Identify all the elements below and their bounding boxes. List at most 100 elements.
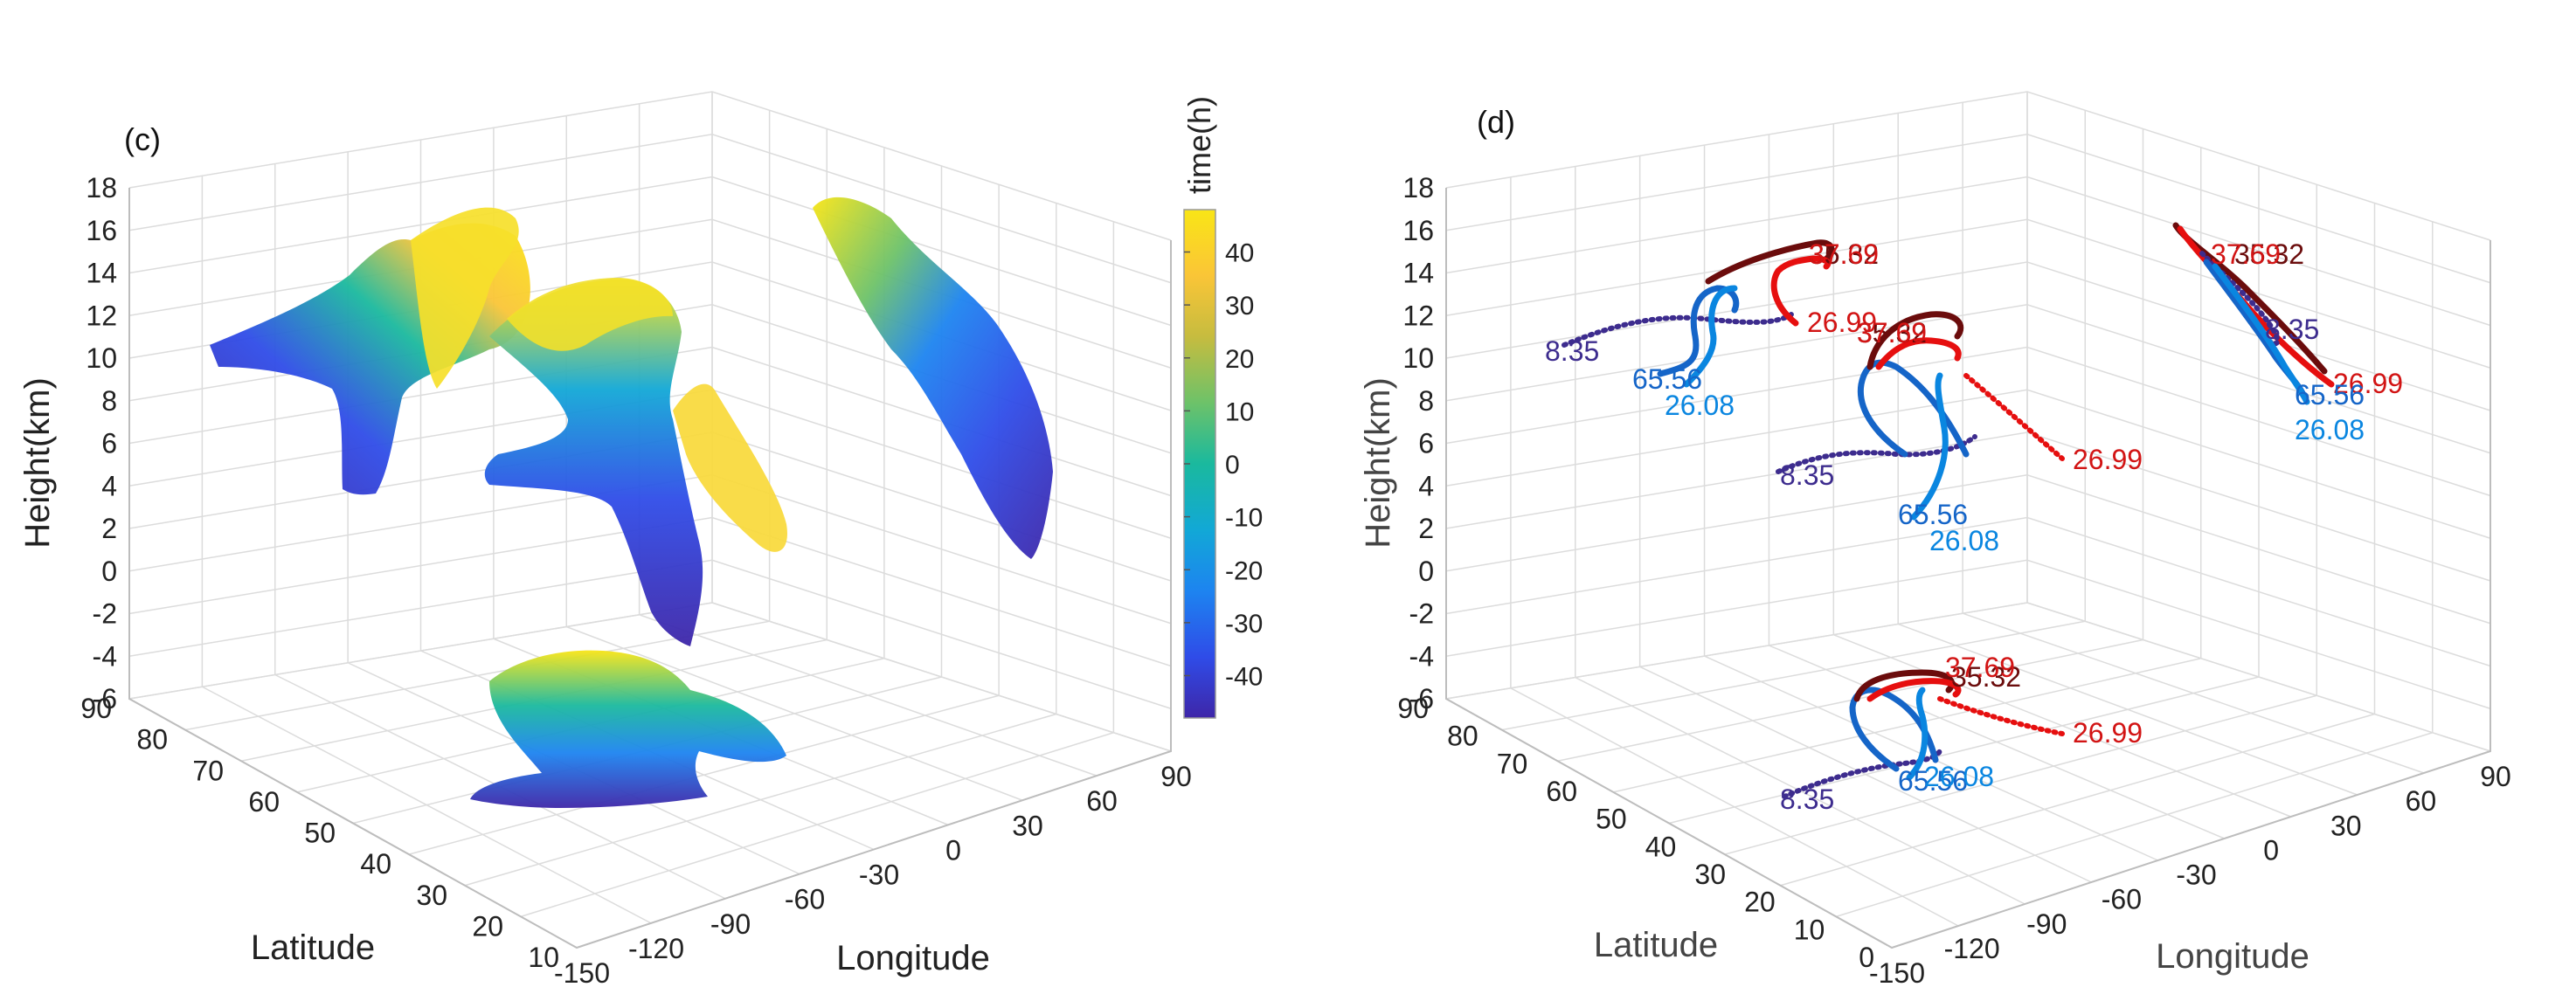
traj-left-blue <box>1657 285 1740 377</box>
panel-c: (c) Height(km) Latitude Longitude -6 -4 -2… <box>18 91 1263 989</box>
z-tick-label: 16 <box>1402 215 1434 246</box>
grid-line <box>1445 176 2491 327</box>
z-tick-label: -4 <box>1409 640 1434 672</box>
z-tick-label: 6 <box>1418 428 1434 459</box>
colorbar-label: time(h) <box>1181 96 1217 194</box>
grid-line <box>1445 133 2491 284</box>
traj-center-red <box>1875 337 1962 370</box>
panel-d-xticks: -150 -120 -90 -60 -30 0 30 60 90 <box>1869 761 2511 989</box>
x-tick-label: 60 <box>1086 785 1118 817</box>
y-tick-label: 70 <box>192 755 224 786</box>
x-tick-label: 60 <box>2406 785 2437 817</box>
y-tick-label: 20 <box>472 910 503 942</box>
traj-left-purple <box>1562 312 1794 348</box>
z-tick-label: 2 <box>1418 513 1434 544</box>
colorbar-tick-label: -40 <box>1225 663 1263 692</box>
x-tick-label: -60 <box>785 884 825 915</box>
trajectory-label: 65.56 <box>2295 379 2365 411</box>
cloud-center-top <box>507 278 673 351</box>
panel-c-point-clouds <box>210 197 1053 808</box>
y-tick-label: 30 <box>1694 859 1726 890</box>
grid-line <box>1780 713 2375 887</box>
z-tick-label: 0 <box>1418 556 1434 587</box>
z-tick-label: 8 <box>1418 385 1434 417</box>
z-tick-label: 14 <box>1402 258 1434 289</box>
axis-line <box>1445 188 2491 949</box>
traj-left-lightblue <box>1683 285 1738 388</box>
y-tick-label: 80 <box>1447 721 1478 752</box>
grid-line <box>1639 666 2092 883</box>
grid-line <box>1668 676 2260 825</box>
colorbar-tick-label: 10 <box>1225 397 1254 426</box>
panel-d-zlabel: Height(km) <box>1359 377 1397 549</box>
trajectory-label: 8.35 <box>1780 784 1834 815</box>
y-tick-label: 30 <box>416 880 447 911</box>
trajectory-label: 26.08 <box>1665 390 1735 421</box>
traj-center-darkred <box>1866 311 1964 370</box>
traj-floor-red-dotted <box>1937 696 2065 736</box>
grid-line <box>1833 633 2291 818</box>
colorbar-tick-label: -30 <box>1225 610 1263 639</box>
panel-d: 35.3237.6926.998.3565.5626.0835.3237.692… <box>1359 91 2511 989</box>
trajectory-label: 26.08 <box>2295 414 2365 445</box>
trajectory-label: 26.99 <box>2073 717 2143 749</box>
y-tick-label: 20 <box>1744 887 1776 918</box>
panel-d-yticks: 0 10 20 30 40 50 60 70 80 90 <box>1397 693 1874 973</box>
x-tick-label: 0 <box>2263 834 2279 866</box>
x-tick-label: -60 <box>2102 884 2142 915</box>
y-tick-label: 0 <box>1859 942 1874 973</box>
z-tick-label: -2 <box>93 598 117 630</box>
panel-d-ylabel: Latitude <box>1594 926 1718 964</box>
x-tick-label: -150 <box>554 957 610 989</box>
panel-d-zticks: -6 -4 -2 0 2 4 6 8 10 12 14 16 18 <box>1402 172 1434 715</box>
z-tick-label: 4 <box>1418 470 1434 501</box>
trajectory-label: 26.08 <box>1929 525 1999 556</box>
trajectory-label: 37.69 <box>2211 238 2281 270</box>
y-tick-label: 70 <box>1497 748 1528 779</box>
x-tick-label: 90 <box>1160 761 1192 792</box>
trajectory-label: 65.56 <box>1898 499 1968 530</box>
trajectory-label: 37.69 <box>1945 652 2015 683</box>
z-tick-label: 6 <box>101 428 117 459</box>
colorbar: time(h) 40 30 20 10 0 -10 -20 -30 -40 <box>1181 96 1263 719</box>
grid-line <box>1501 620 2086 731</box>
colorbar-tick-label: 20 <box>1225 345 1254 374</box>
trajectory-label: 37.69 <box>1857 317 1927 349</box>
y-tick-label: 50 <box>304 818 336 849</box>
x-tick-label: 30 <box>1012 810 1043 841</box>
z-tick-label: 18 <box>86 172 117 204</box>
panel-c-zticks: -6 -4 -2 0 2 4 6 8 10 12 14 16 18 <box>86 172 117 715</box>
panel-d-axis-labels: (d) Height(km) Latitude Longitude -6 -4 -2… <box>1359 104 2511 989</box>
trajectory-label: 26.99 <box>2073 444 2143 475</box>
grid-line <box>1445 389 2491 539</box>
x-tick-label: -120 <box>1944 933 2000 964</box>
grid-line <box>202 686 652 924</box>
z-tick-label: 12 <box>86 300 117 331</box>
grid-line <box>1724 694 2317 855</box>
panel-c-ylabel: Latitude <box>251 929 375 967</box>
panel-c-xticks: -150 -120 -90 -60 -30 0 30 60 90 <box>554 761 1192 989</box>
traj-floor-lightblue <box>1906 687 1929 781</box>
trajectory-label: 35.32 <box>1951 661 2021 693</box>
grid-line <box>1769 645 2225 839</box>
trajectory-label: 35.32 <box>1809 238 1879 270</box>
y-tick-label: 90 <box>1397 693 1429 724</box>
z-tick-label: 10 <box>86 342 117 374</box>
colorbar-tick-label: 40 <box>1225 239 1254 268</box>
y-tick-label: 10 <box>1794 914 1825 945</box>
z-tick-label: 10 <box>1402 342 1434 374</box>
trajectory-label: 26.08 <box>1924 761 1994 792</box>
grid-line <box>128 91 1172 241</box>
traj-left-red <box>1770 255 1832 327</box>
y-tick-label: 90 <box>80 693 112 724</box>
trajectory-label: 65.56 <box>1632 363 1702 395</box>
trajectory-label: 37.69 <box>1809 238 1879 270</box>
cloud-floor <box>470 650 786 808</box>
panel-d-grid <box>1445 91 2491 949</box>
colorbar-tick-label: -10 <box>1225 504 1263 533</box>
colorbar-tick-label: 0 <box>1225 451 1240 480</box>
panel-c-xlabel: Longitude <box>836 939 990 977</box>
traj-right-lightblue <box>2212 263 2310 405</box>
panel-d-trajectories <box>1562 222 2335 799</box>
